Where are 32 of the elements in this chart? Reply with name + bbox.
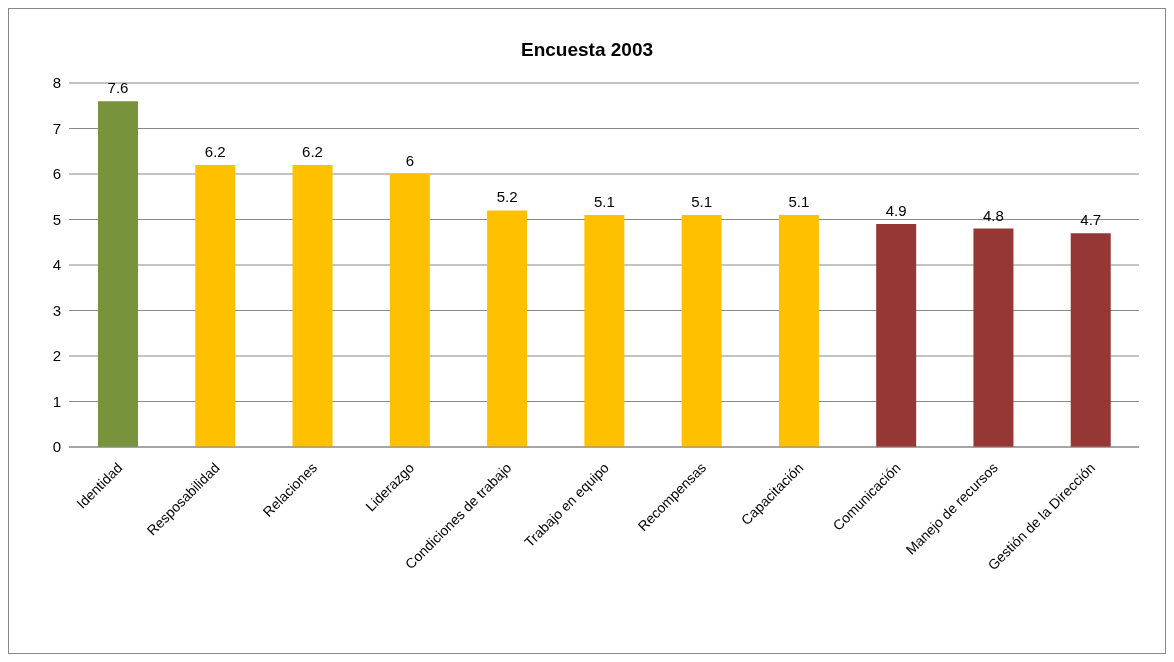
bar bbox=[195, 164, 236, 447]
data-label: 4.8 bbox=[983, 206, 1004, 224]
data-label: 4.7 bbox=[1080, 211, 1102, 229]
bar bbox=[292, 164, 333, 447]
bar bbox=[876, 224, 917, 447]
y-tick-label: 4 bbox=[52, 256, 61, 274]
bar bbox=[973, 228, 1014, 447]
bar bbox=[681, 214, 722, 447]
bar bbox=[487, 210, 528, 447]
data-label: 5.1 bbox=[788, 192, 810, 210]
y-tick-label: 0 bbox=[52, 438, 61, 456]
y-tick-label: 7 bbox=[52, 119, 61, 137]
data-label: 5.1 bbox=[593, 192, 615, 210]
y-tick-label: 1 bbox=[52, 392, 61, 410]
y-tick-label: 5 bbox=[52, 210, 61, 228]
bar bbox=[1070, 233, 1111, 447]
data-label: 7.6 bbox=[107, 79, 129, 97]
bar bbox=[389, 174, 430, 447]
data-label: 4.9 bbox=[885, 202, 907, 220]
data-label: 6.2 bbox=[302, 142, 323, 160]
bar bbox=[98, 101, 138, 447]
data-label: 6 bbox=[405, 152, 414, 169]
y-tick-label: 6 bbox=[52, 165, 61, 183]
bar bbox=[778, 214, 819, 447]
bar bbox=[584, 214, 625, 447]
y-tick-label: 2 bbox=[52, 347, 61, 365]
data-label: 5.2 bbox=[496, 188, 518, 206]
data-label: 6.2 bbox=[204, 142, 226, 160]
chart-title: Encuesta 2003 bbox=[520, 38, 654, 62]
y-tick-label: 8 bbox=[52, 74, 61, 92]
y-tick-label: 3 bbox=[52, 301, 61, 319]
data-label: 5.1 bbox=[691, 192, 713, 210]
